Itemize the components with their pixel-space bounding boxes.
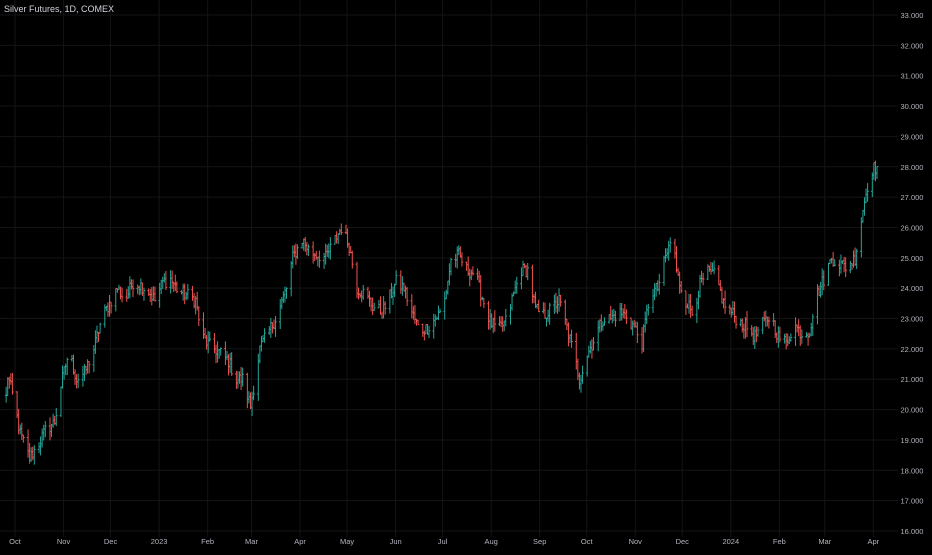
y-tick-label: 33.000 xyxy=(901,11,924,20)
y-tick-label: 31.000 xyxy=(901,72,924,81)
x-tick-label: Sep xyxy=(533,537,546,546)
x-tick-label: Oct xyxy=(581,537,594,546)
y-tick-label: 17.000 xyxy=(901,497,924,506)
y-tick-label: 23.000 xyxy=(901,315,924,324)
x-tick-label: May xyxy=(340,537,354,546)
y-tick-label: 22.000 xyxy=(901,345,924,354)
grid xyxy=(0,0,898,537)
x-tick-label: 2023 xyxy=(151,537,168,546)
y-tick-label: 26.000 xyxy=(901,223,924,232)
y-tick-label: 30.000 xyxy=(901,102,924,111)
x-tick-label: 2024 xyxy=(722,537,739,546)
x-tick-label: Mar xyxy=(245,537,258,546)
y-tick-label: 19.000 xyxy=(901,436,924,445)
y-tick-label: 20.000 xyxy=(901,406,924,415)
x-tick-label: Aug xyxy=(484,537,497,546)
x-tick-label: Nov xyxy=(57,537,71,546)
x-tick-label: Feb xyxy=(773,537,786,546)
y-tick-label: 24.000 xyxy=(901,284,924,293)
y-tick-label: 27.000 xyxy=(901,193,924,202)
x-tick-label: Dec xyxy=(104,537,118,546)
x-tick-label: Feb xyxy=(201,537,214,546)
x-tick-label: Oct xyxy=(9,537,22,546)
y-tick-label: 18.000 xyxy=(901,466,924,475)
x-tick-label: Jun xyxy=(390,537,402,546)
price-axis[interactable]: 16.000 17.000 18.000 19.000 20.000 21.000 22.0… xyxy=(901,11,924,536)
x-tick-label: Dec xyxy=(676,537,690,546)
ohlc-bars xyxy=(4,160,879,465)
y-tick-label: 21.000 xyxy=(901,375,924,384)
y-tick-label: 16.000 xyxy=(901,527,924,536)
time-axis[interactable]: Oct Nov Dec 2023 Feb Mar Apr May Jun Jul Aug Sep Oct… xyxy=(9,537,880,546)
x-tick-label: Nov xyxy=(629,537,643,546)
y-tick-label: 25.000 xyxy=(901,254,924,263)
y-tick-label: 32.000 xyxy=(901,41,924,50)
x-tick-label: Apr xyxy=(868,537,880,546)
x-tick-label: Jul xyxy=(438,537,448,546)
symbol-title[interactable]: Silver Futures, 1D, COMEX xyxy=(4,4,115,14)
x-tick-label: Apr xyxy=(294,537,306,546)
y-tick-label: 29.000 xyxy=(901,132,924,141)
x-tick-label: Mar xyxy=(818,537,831,546)
y-tick-label: 28.000 xyxy=(901,163,924,172)
